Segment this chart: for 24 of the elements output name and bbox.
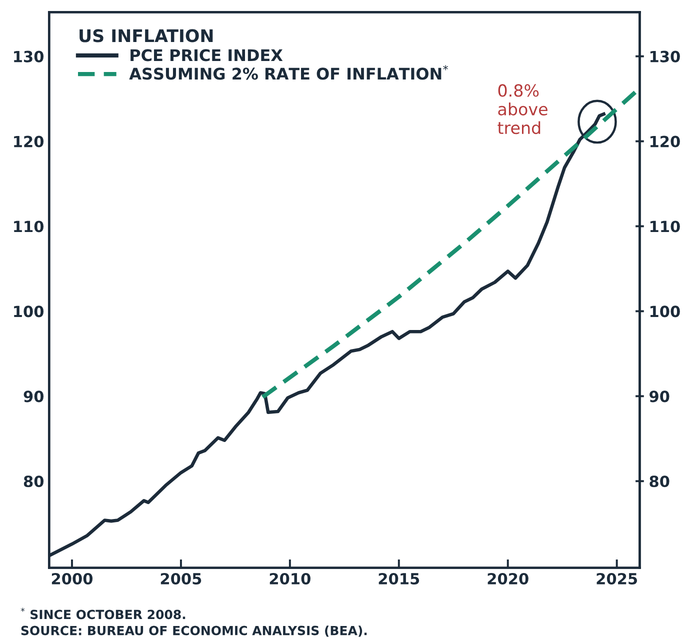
y2-tick-label: 130	[650, 50, 680, 62]
x-tick-label: 2010	[270, 572, 310, 585]
legend-label: PCE PRICE INDEX	[130, 49, 283, 62]
x-tick-label: 2000	[52, 572, 93, 585]
y-tick-label: 100	[14, 306, 44, 318]
y-tick-label: 80	[24, 476, 44, 488]
x-tick-label: 2005	[160, 572, 202, 585]
source-note: SOURCE: BUREAU OF ECONOMIC ANALYSIS (BEA).	[21, 626, 367, 637]
legend-label: ASSUMING 2% RATE OF INFLATION$^{*}$	[129, 65, 448, 80]
y2-tick-label: 120	[650, 136, 680, 148]
y-tick-label: 90	[24, 390, 44, 402]
y2-tick-label: 80	[650, 476, 670, 488]
y2-tick-label: 110	[650, 220, 680, 232]
annotation: 0.8% above trend	[498, 84, 548, 134]
x-tick-label: 2020	[488, 572, 528, 585]
text: $^{*}$ SINCE OCTOBER 2008.	[20, 608, 186, 620]
legend-title: US INFLATION	[80, 29, 213, 42]
x-tick-label: 2015	[378, 572, 420, 585]
y-tick-label: 130	[14, 50, 44, 62]
x-tick-label: 2025	[596, 572, 638, 585]
y2-tick-label: 90	[650, 390, 670, 402]
y-tick-label: 120	[14, 136, 44, 148]
y-tick-label: 110	[14, 220, 44, 232]
y2-tick-label: 100	[650, 306, 680, 318]
